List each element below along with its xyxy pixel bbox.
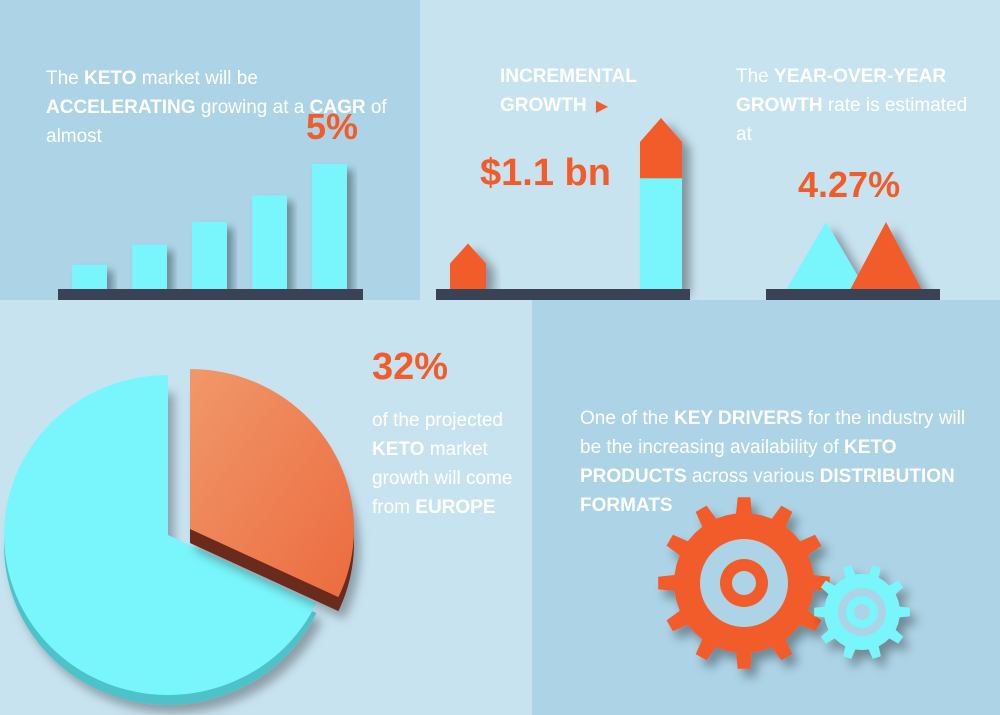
cagr-bar: [312, 164, 347, 290]
yoy-base: [766, 289, 940, 300]
incremental-large-bar-base: [640, 178, 682, 290]
small-gear-icon-hole: [854, 604, 870, 620]
incremental-large-bar-top: [640, 118, 682, 179]
europe-text-run: KETO: [372, 439, 425, 460]
europe-value: 32%: [372, 346, 449, 388]
incremental-large-bar: [640, 118, 682, 290]
pie-europe-slice: [190, 369, 354, 598]
cagr-bar: [192, 221, 227, 290]
incremental-small-bar: [450, 243, 486, 290]
europe-statement: of the projected KETO market growth will…: [372, 406, 522, 522]
cagr-bar: [72, 264, 107, 290]
small-gear-icon: [814, 565, 910, 659]
europe-text-run: EUROPE: [415, 497, 496, 518]
cagr-text-run: The: [46, 68, 85, 89]
drivers-text-run: DISTRIBUTION FORMATS: [580, 466, 955, 516]
drivers-text-run: for the industry will be the increasing …: [580, 408, 966, 458]
drivers-text-run: KETO PRODUCTS: [580, 437, 897, 487]
drivers-text-run: across various: [686, 466, 820, 487]
drivers-panel: One of the KEY DRIVERS for the industry …: [532, 300, 1000, 715]
europe-text-run: market growth will come from: [372, 439, 513, 518]
cagr-text-run: of almost: [46, 97, 387, 147]
right-triangle-icon: ▶: [595, 98, 609, 115]
gears-graphic: [658, 497, 910, 669]
europe-panel: 32% of the projected KETO market growth …: [0, 300, 532, 715]
yoy-cyan-triangle-icon: [786, 222, 866, 290]
cagr-value: 5%: [306, 106, 359, 147]
yoy-value: 4.27%: [798, 164, 901, 205]
drivers-text-run: One of the: [580, 408, 675, 429]
incremental-value: $1.1 bn: [480, 152, 611, 194]
cagr-text-run: market will be: [136, 68, 258, 89]
cagr-text-run: growing at a: [195, 97, 310, 118]
large-gear-icon: [658, 497, 830, 669]
cagr-bar-chart-icon: [58, 164, 363, 300]
growth-panel: INCREMENTAL GROWTH ▶ $1.1 bn The YEAR-OV…: [420, 0, 1000, 300]
incremental-base: [436, 289, 690, 300]
yoy-text-run: The: [736, 66, 775, 87]
europe-pie-chart-icon: [3, 369, 354, 705]
drivers-text-run: KEY DRIVERS: [674, 408, 803, 429]
incremental-label: INCREMENTAL GROWTH ▶: [500, 62, 650, 121]
large-gear-icon-hole: [732, 571, 756, 595]
cagr-base: [58, 289, 363, 300]
cagr-text-run: CAGR: [309, 97, 366, 118]
drivers-statement: One of the KEY DRIVERS for the industry …: [580, 404, 990, 520]
pie-main-slice: [3, 375, 317, 695]
cagr-text-run: KETO: [84, 68, 137, 89]
yoy-statement: The YEAR-OVER-YEAR GROWTH rate is estima…: [736, 62, 986, 149]
cagr-bar: [252, 195, 287, 290]
yoy-text-run: YEAR-OVER-YEAR GROWTH: [736, 66, 947, 116]
cagr-bar: [132, 244, 167, 290]
cagr-panel: The KETO market will be ACCELERATING gro…: [0, 0, 420, 300]
yoy-text-run: rate is estimated at: [736, 95, 968, 145]
growth-graphics: [436, 118, 940, 300]
incremental-label-text: INCREMENTAL GROWTH: [500, 66, 637, 116]
europe-text-run: of the projected: [372, 410, 503, 431]
yoy-orange-triangle-icon: [850, 222, 922, 290]
cagr-text-run: ACCELERATING: [46, 97, 196, 118]
cagr-statement: The KETO market will be ACCELERATING gro…: [46, 64, 406, 151]
